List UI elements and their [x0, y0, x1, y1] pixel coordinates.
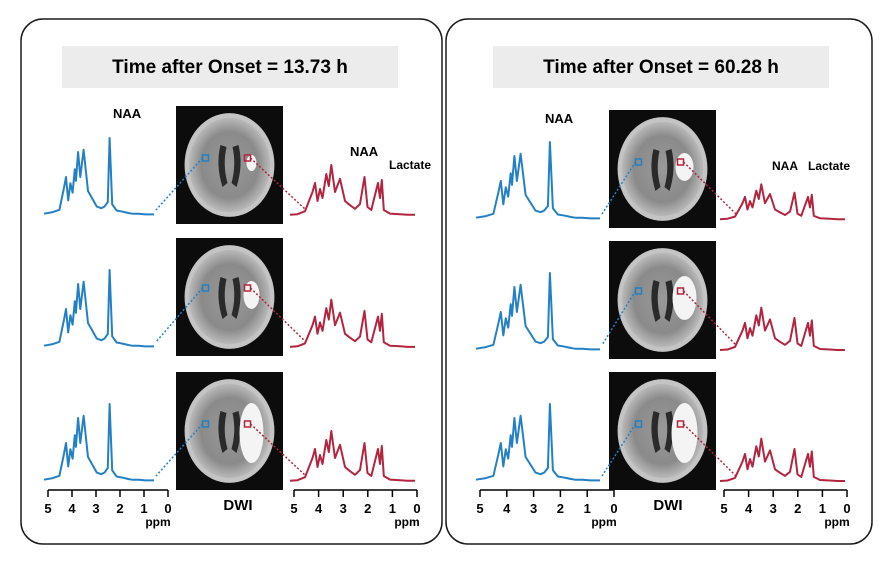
panel-left-lesion-naa-label: NAA — [350, 144, 379, 159]
panel-right-title-box — [493, 46, 829, 88]
axis-tick-label: 1 — [584, 501, 591, 516]
right-ventricle — [231, 145, 241, 187]
panel-right-title: Time after Onset = 60.28 h — [543, 57, 779, 78]
axis-tick-label: 3 — [530, 501, 537, 516]
panel-right: Time after Onset = 60.28 h NAA NAA Lacta… — [445, 18, 873, 545]
panel-right-mri-images — [609, 110, 716, 490]
panel-right-border — [445, 18, 873, 545]
normal-spectrum-lower — [43, 403, 154, 482]
axis-tick-label: 2 — [364, 501, 371, 516]
axis-unit-label: ppm — [591, 515, 616, 529]
lesion-hyperintensity — [239, 403, 264, 463]
lesion-connector — [249, 423, 307, 477]
axis-tick-label: 4 — [68, 501, 76, 516]
axis-tick-label: 1 — [140, 501, 147, 516]
right-ventricle — [664, 280, 674, 322]
mri-slice-middle — [176, 238, 283, 356]
panel-left-spectra — [43, 137, 415, 482]
axis-unit-label: ppm — [394, 515, 419, 529]
lesion-spectrum-lower — [719, 437, 845, 482]
lesion-connector — [682, 423, 737, 477]
axis-unit-label: ppm — [145, 515, 170, 529]
lesion-hyperintensity — [671, 403, 698, 463]
lesion-hyperintensity — [246, 155, 257, 171]
axis-tick-label: 0 — [843, 501, 850, 516]
normal-connector — [601, 290, 637, 346]
left-ventricle — [218, 277, 228, 319]
panel-right-normal-naa-label: NAA — [545, 111, 574, 126]
lesion-spectrum-lower — [289, 430, 415, 482]
left-ventricle — [651, 411, 661, 453]
lesion-hyperintensity — [243, 281, 260, 309]
mri-slice-upper — [176, 106, 283, 224]
panel-left: Time after Onset = 13.73 h NAA NAA Lacta… — [20, 18, 443, 545]
left-ventricle — [651, 280, 661, 322]
lesion-spectrum-upper — [719, 183, 845, 221]
panel-left-title-box — [62, 46, 398, 88]
axis-tick-label: 2 — [557, 501, 564, 516]
left-ventricle — [218, 145, 228, 187]
axis-tick-label: 3 — [92, 501, 99, 516]
axis-tick-label: 0 — [164, 501, 171, 516]
lesion-spectrum-middle — [719, 306, 845, 351]
panel-left-lesion-lactate-label: Lactate — [389, 158, 431, 172]
axis-tick-label: 5 — [290, 501, 297, 516]
lesion-connector — [682, 290, 737, 346]
axis-tick-label: 5 — [476, 501, 483, 516]
left-ventricle — [218, 411, 228, 453]
panel-left-dwi-label: DWI — [223, 497, 252, 514]
panel-right-lesion-lactate-label: Lactate — [808, 159, 850, 173]
left-ventricle — [651, 149, 661, 191]
lesion-connector — [682, 161, 737, 215]
normal-spectrum-upper — [475, 141, 600, 220]
panel-left-normal-naa-label: NAA — [113, 106, 142, 121]
panel-right-lesion-naa-label: NAA — [772, 159, 798, 173]
brain-tissue — [188, 249, 271, 345]
axis-unit-label: ppm — [824, 515, 849, 529]
right-ventricle — [231, 411, 241, 453]
axis-tick-label: 4 — [315, 501, 323, 516]
brain-tissue — [188, 117, 271, 213]
lesion-spectrum-middle — [289, 298, 415, 348]
axis-tick-label: 2 — [116, 501, 123, 516]
panel-right-spectra — [475, 141, 845, 482]
normal-spectrum-lower — [475, 403, 600, 482]
lesion-connector — [249, 287, 307, 343]
right-ventricle — [231, 277, 241, 319]
axis-tick-label: 3 — [770, 501, 777, 516]
lesion-hyperintensity — [675, 153, 694, 181]
lesion-connector — [249, 157, 307, 211]
panel-left-mri-images — [176, 106, 283, 490]
axis-tick-label: 2 — [794, 501, 801, 516]
axis-tick-label: 1 — [389, 501, 396, 516]
axis-tick-label: 0 — [413, 501, 420, 516]
normal-spectrum-middle — [43, 269, 154, 348]
axis-tick-label: 4 — [503, 501, 511, 516]
lesion-spectrum-upper — [289, 164, 415, 216]
panel-left-border — [20, 18, 443, 545]
axis-tick-label: 3 — [340, 501, 347, 516]
right-ventricle — [664, 411, 674, 453]
right-ventricle — [664, 149, 674, 191]
axis-tick-label: 0 — [610, 501, 617, 516]
axis-tick-label: 1 — [819, 501, 826, 516]
panel-right-dwi-label: DWI — [653, 497, 682, 514]
mri-slice-lower — [609, 372, 716, 490]
lesion-hyperintensity — [672, 276, 697, 320]
axis-tick-label: 4 — [745, 501, 753, 516]
axis-tick-label: 5 — [720, 501, 727, 516]
brain-tissue — [621, 121, 704, 217]
mri-slice-middle — [609, 241, 716, 359]
normal-spectrum-middle — [475, 272, 600, 351]
panel-left-title: Time after Onset = 13.73 h — [112, 57, 348, 78]
axis-tick-label: 5 — [44, 501, 51, 516]
mri-slice-lower — [176, 372, 283, 490]
normal-spectrum-upper — [43, 137, 154, 216]
mri-slice-upper — [609, 110, 716, 228]
